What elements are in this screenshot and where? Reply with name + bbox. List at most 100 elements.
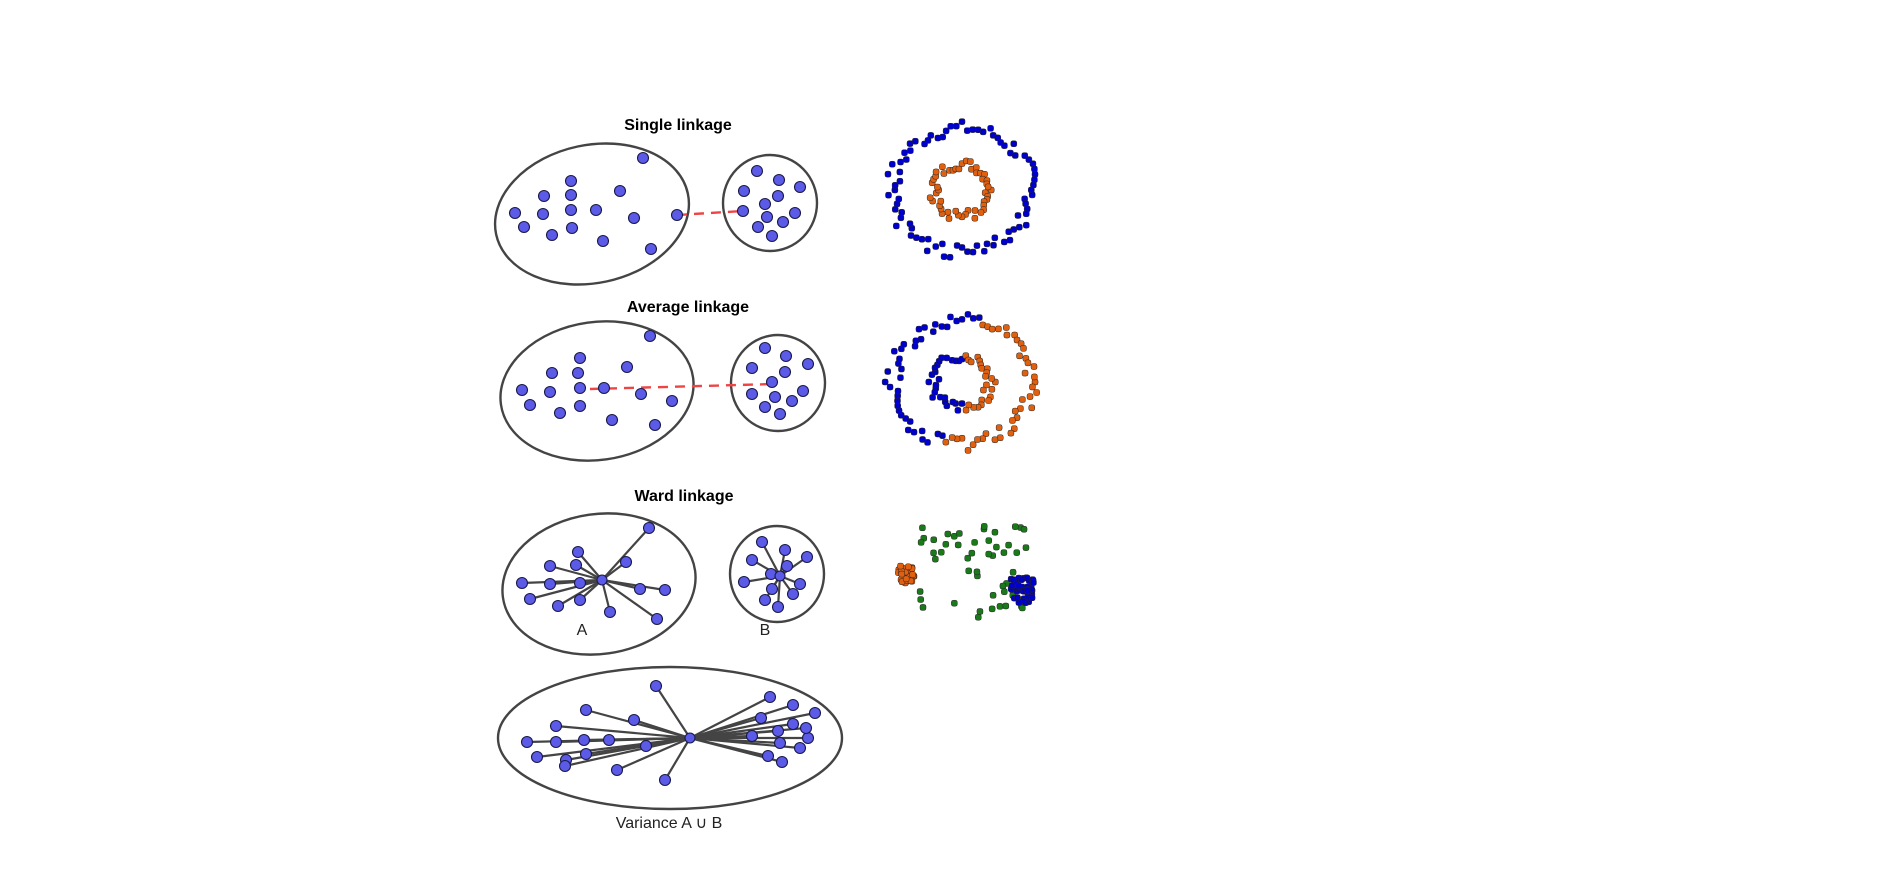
cluster-point: [751, 220, 765, 234]
cluster-point: [523, 398, 537, 412]
scatter-dot: [981, 248, 988, 255]
scatter-dot: [918, 235, 926, 243]
cluster-point: [634, 387, 648, 401]
single-points: [508, 151, 807, 256]
cluster-point: [639, 739, 653, 753]
scatter-dot: [904, 426, 912, 434]
cluster-point: [786, 587, 800, 601]
cluster-point: [543, 577, 557, 591]
cluster-point: [650, 612, 664, 626]
scatter-dot: [909, 571, 916, 578]
scatter-dot: [942, 127, 950, 135]
scatter-dot: [1019, 604, 1026, 612]
scatter-dot: [901, 149, 908, 156]
scatter-dot: [946, 254, 954, 261]
merged-points: [520, 679, 822, 787]
single-cluster-right: [721, 153, 819, 253]
cluster-point: [772, 173, 786, 187]
scatter-dot: [1010, 140, 1018, 148]
ward-label-b: B: [760, 622, 771, 639]
scatter-dot: [1009, 568, 1017, 576]
scatter-dot: [973, 568, 981, 576]
scatter-dot: [970, 315, 977, 322]
single-cluster-left: [493, 142, 691, 286]
scatter-dot: [896, 168, 904, 176]
scatter-dot: [1028, 404, 1035, 412]
scatter-dot: [911, 342, 919, 350]
scatter-dot: [1016, 223, 1023, 231]
cluster-point: [761, 749, 775, 763]
spoke-line: [633, 718, 691, 740]
scatter-dot: [988, 375, 995, 382]
cluster-point: [564, 188, 578, 202]
scatter-dot: [995, 325, 1002, 333]
scatter-dot: [967, 358, 975, 366]
spoke-line: [601, 579, 658, 620]
scatter-dot: [906, 220, 914, 227]
scatter-dot: [925, 378, 933, 386]
scatter-dot: [1005, 541, 1012, 549]
cluster-point: [786, 717, 800, 731]
cluster-point: [801, 357, 815, 371]
scatter-dot: [988, 386, 996, 393]
cluster-point: [537, 189, 551, 203]
scatter-dot: [1015, 582, 1022, 590]
scatter-dot: [917, 596, 924, 603]
cluster-point: [551, 599, 565, 613]
spoke-line: [557, 579, 603, 607]
scatter-dot: [982, 373, 989, 380]
cluster-point: [549, 735, 563, 749]
scatter-dot: [932, 321, 939, 328]
scatter-dot: [932, 381, 940, 389]
ward-cluster-b: [728, 524, 826, 624]
scatter-dot: [907, 232, 915, 239]
scatter-dot: [913, 234, 920, 241]
cluster-point: [765, 229, 779, 243]
scatter-dot: [1011, 407, 1019, 415]
scatter-dot: [884, 368, 892, 375]
scatter-dot: [987, 125, 994, 132]
scatter-dot: [996, 603, 1004, 610]
scatter-dot: [927, 132, 935, 139]
centroid-point: [684, 732, 696, 744]
cluster-point: [670, 208, 684, 222]
scatter-dot: [917, 539, 925, 546]
scatter-dot: [938, 548, 945, 556]
scatter-dot: [934, 183, 941, 191]
scatter-dot: [953, 242, 961, 249]
scatter-dot: [939, 133, 946, 141]
scatter-dot: [980, 386, 987, 394]
cluster-point: [573, 399, 587, 413]
scatter-dot: [943, 323, 951, 331]
scatter-dot: [1003, 331, 1011, 339]
ward-cluster-b-points: [737, 535, 814, 614]
cluster-point: [517, 220, 531, 234]
spoke-line: [645, 736, 691, 748]
cluster-point: [573, 351, 587, 365]
average-cluster-right: [729, 333, 827, 433]
scatter-dot: [984, 183, 992, 191]
cluster-point: [665, 394, 679, 408]
scatter-dot: [940, 170, 948, 177]
cluster-point: [776, 215, 790, 229]
scatter-dot: [915, 325, 923, 333]
ward-label-a: A: [577, 622, 588, 639]
scatter-dot: [954, 541, 962, 549]
scatter-dot: [891, 347, 898, 355]
cluster-point: [553, 406, 567, 420]
scatter-dot: [903, 156, 910, 163]
cluster-point: [564, 203, 578, 217]
single-link-line: [676, 209, 744, 217]
scatter-dot: [937, 393, 944, 401]
scatter-dot: [897, 214, 905, 222]
scatter-dot: [907, 147, 914, 154]
scatter-dot: [885, 191, 892, 199]
scatter-dot: [976, 314, 983, 321]
merged-cluster-ellipse: [496, 665, 844, 811]
scatter-dot: [889, 160, 896, 168]
scatter-dot: [944, 530, 952, 538]
spoke-line: [601, 578, 666, 592]
scatter-dot: [917, 335, 925, 343]
scatter-dot: [1001, 238, 1008, 246]
